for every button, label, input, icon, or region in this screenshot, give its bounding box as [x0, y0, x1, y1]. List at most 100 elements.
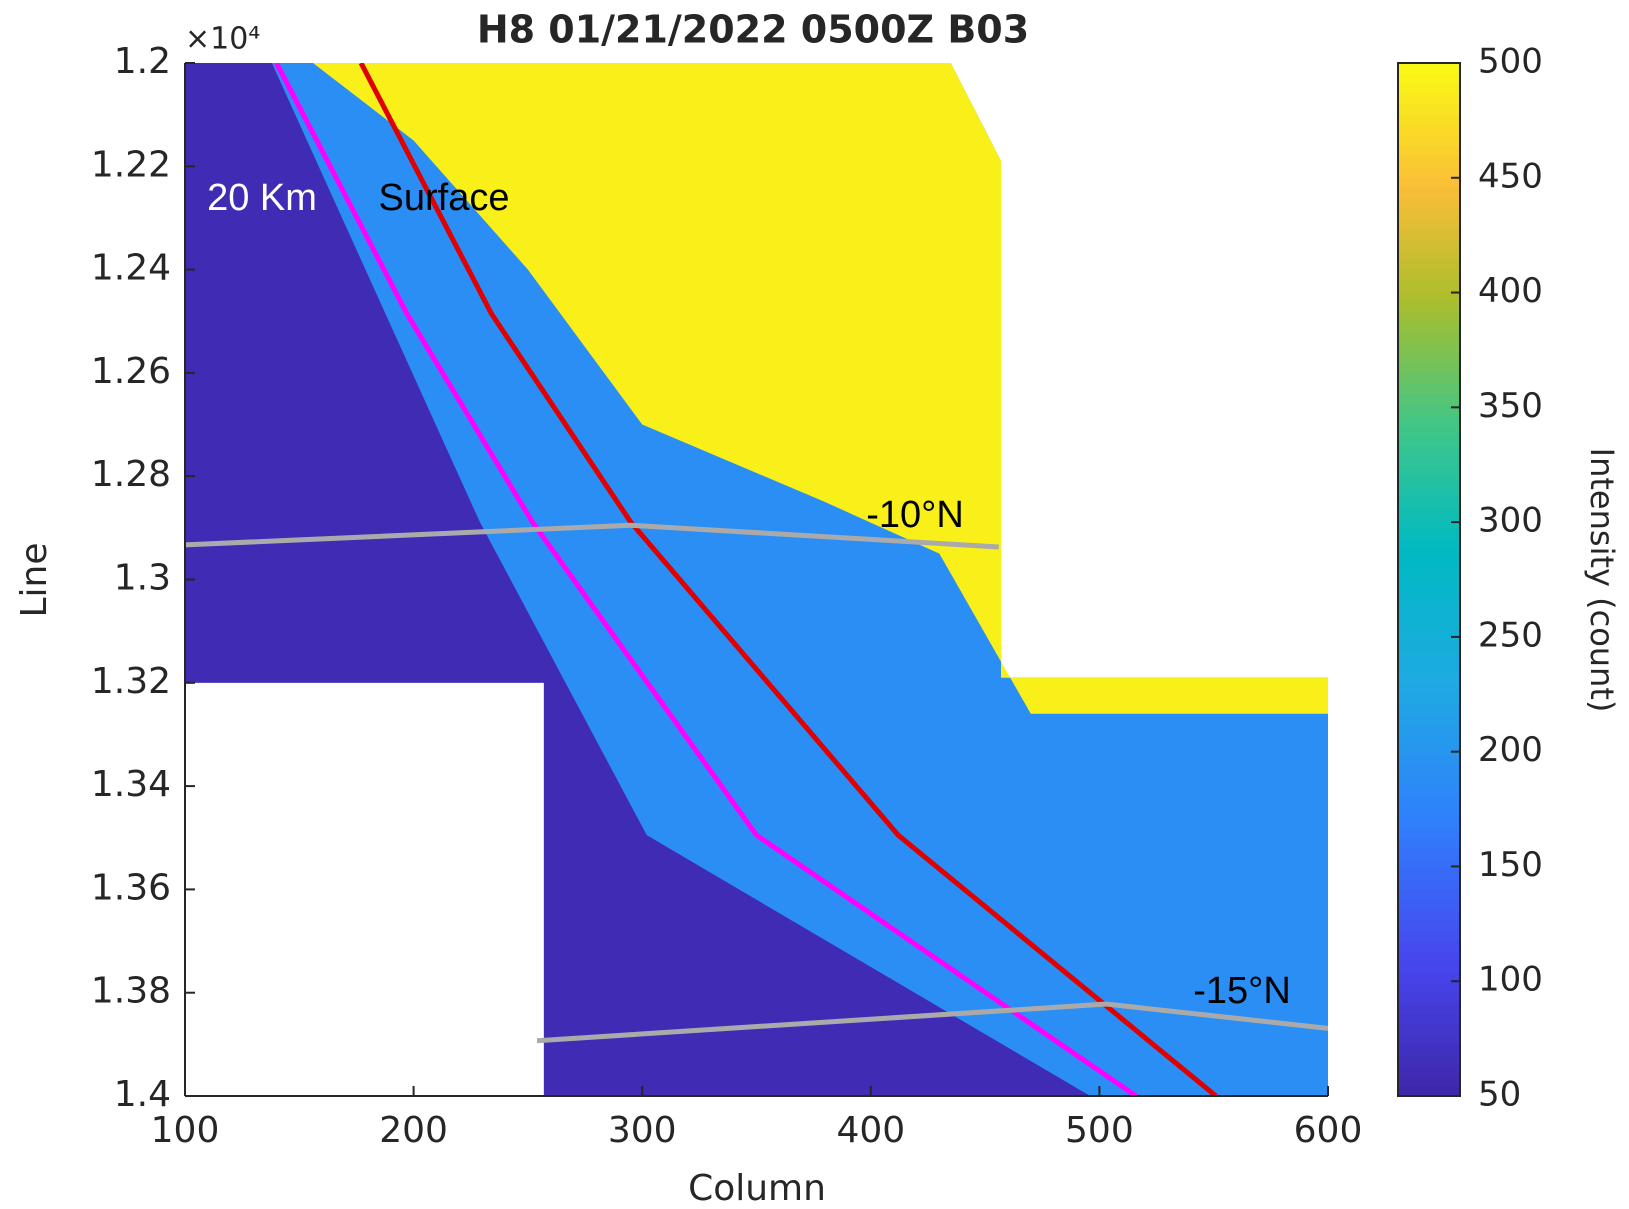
colorbar-cell [1398, 63, 1460, 74]
x-tick-label: 500 [1065, 1110, 1134, 1151]
y-tick-label: 1.3 [114, 558, 171, 599]
colorbar-cell [1398, 310, 1460, 322]
colorbar-cell [1398, 445, 1460, 457]
y-axis-label: Line [14, 542, 55, 617]
colorbar-cell [1398, 992, 1460, 1004]
colorbar-frame [1397, 62, 1461, 1097]
colorbar-cell [1398, 569, 1460, 581]
colorbar-cell [1398, 1065, 1460, 1076]
colorbar-cell [1398, 868, 1460, 880]
colorbar-cell [1398, 837, 1460, 849]
colorbar-cell [1398, 228, 1460, 240]
overlay-line [358, 63, 1218, 1096]
colorbar-cell [1398, 600, 1460, 612]
colorbar-cell [1398, 1044, 1460, 1056]
y-tick-label: 1.4 [114, 1074, 171, 1115]
y-tick-label: 1.26 [91, 351, 171, 392]
colorbar-cell [1398, 724, 1460, 736]
colorbar-cell [1398, 135, 1460, 147]
colorbar-cell [1398, 672, 1460, 684]
colorbar-cell [1398, 166, 1460, 178]
colorbar-cell [1398, 1054, 1460, 1066]
x-axis-label: Column [688, 1168, 826, 1205]
colorbar-cell [1398, 465, 1460, 477]
colorbar-cell [1398, 755, 1460, 767]
colorbar-cell [1398, 1085, 1460, 1097]
y-multiplier: ×10⁴ [185, 22, 260, 57]
colorbar-cell [1398, 951, 1460, 963]
annotation: 20 Km [207, 177, 317, 219]
chart-title: H8 01/21/2022 0500Z B03 [477, 8, 1029, 52]
colorbar-cell [1398, 579, 1460, 591]
colorbar-cell [1398, 879, 1460, 890]
x-tick-label: 100 [151, 1110, 220, 1151]
annotation: -10°N [866, 494, 964, 536]
colorbar-cell [1398, 393, 1460, 405]
colorbar-cell [1398, 589, 1460, 601]
colorbar-cell [1398, 527, 1460, 539]
colorbar-cell [1398, 889, 1460, 901]
colorbar-cell [1398, 362, 1460, 374]
colorbar-cell [1398, 858, 1460, 870]
colorbar-cell [1398, 331, 1460, 343]
colorbar-cell [1398, 486, 1460, 498]
colorbar-cell [1398, 476, 1460, 488]
overlay-line [536, 1001, 1328, 1044]
colorbar-cell [1398, 920, 1460, 932]
colorbar-cell [1398, 1034, 1460, 1045]
colorbar-cell [1398, 248, 1460, 260]
heatmap-region [185, 63, 1328, 1096]
colorbar-cell [1398, 124, 1460, 136]
colorbar-cell [1398, 693, 1460, 705]
colorbar-cell [1398, 414, 1460, 426]
annotation: Surface [379, 177, 510, 219]
colorbar-tick-label: 200 [1478, 730, 1543, 770]
colorbar-cell [1398, 548, 1460, 560]
colorbar-cell [1398, 910, 1460, 921]
colorbar-cell [1398, 744, 1460, 756]
colorbar-tick-label: 350 [1478, 386, 1543, 426]
colorbar-tick-label: 450 [1478, 156, 1543, 196]
colorbar-cell [1398, 290, 1460, 302]
colorbar-cell [1398, 321, 1460, 333]
x-tick-label: 300 [608, 1110, 677, 1151]
colorbar-cell [1398, 775, 1460, 787]
colorbar-cell [1398, 734, 1460, 746]
colorbar-cell [1398, 83, 1460, 95]
heatmap-region [185, 63, 1091, 1096]
heatmap-region [313, 63, 1328, 714]
colorbar-cell [1398, 176, 1460, 188]
colorbar-cell [1398, 961, 1460, 973]
colorbar-cell [1398, 1013, 1460, 1025]
colorbar-cell [1398, 155, 1460, 167]
colorbar-cell [1398, 972, 1460, 983]
colorbar-tick-label: 400 [1478, 271, 1543, 311]
colorbar-cell [1398, 827, 1460, 839]
colorbar-cell [1398, 93, 1460, 105]
colorbar-tick-label: 50 [1478, 1075, 1521, 1115]
colorbar-label: Intensity (count) [1583, 448, 1621, 713]
colorbar-cell [1398, 899, 1460, 911]
colorbar-cell [1398, 796, 1460, 808]
colorbar-cell [1398, 538, 1460, 550]
y-tick-label: 1.38 [91, 971, 171, 1012]
colorbar-cell [1398, 424, 1460, 436]
colorbar-tick-label: 300 [1478, 501, 1543, 541]
overlay-line [274, 63, 1138, 1096]
colorbar-cell [1398, 238, 1460, 250]
colorbar-cell [1398, 620, 1460, 632]
colorbar-cell [1398, 517, 1460, 529]
y-tick-label: 1.36 [91, 867, 171, 908]
colorbar-cell [1398, 341, 1460, 353]
colorbar-cell [1398, 269, 1460, 281]
colorbar-cell [1398, 145, 1460, 157]
plot-area [185, 63, 1328, 1096]
colorbar-cell [1398, 651, 1460, 663]
colorbar-tick-label: 250 [1478, 615, 1543, 655]
colorbar-cell [1398, 641, 1460, 653]
colorbar-cell [1398, 73, 1460, 85]
colorbar-cell [1398, 662, 1460, 674]
colorbar-cell [1398, 197, 1460, 209]
colorbar-cell [1398, 383, 1460, 395]
